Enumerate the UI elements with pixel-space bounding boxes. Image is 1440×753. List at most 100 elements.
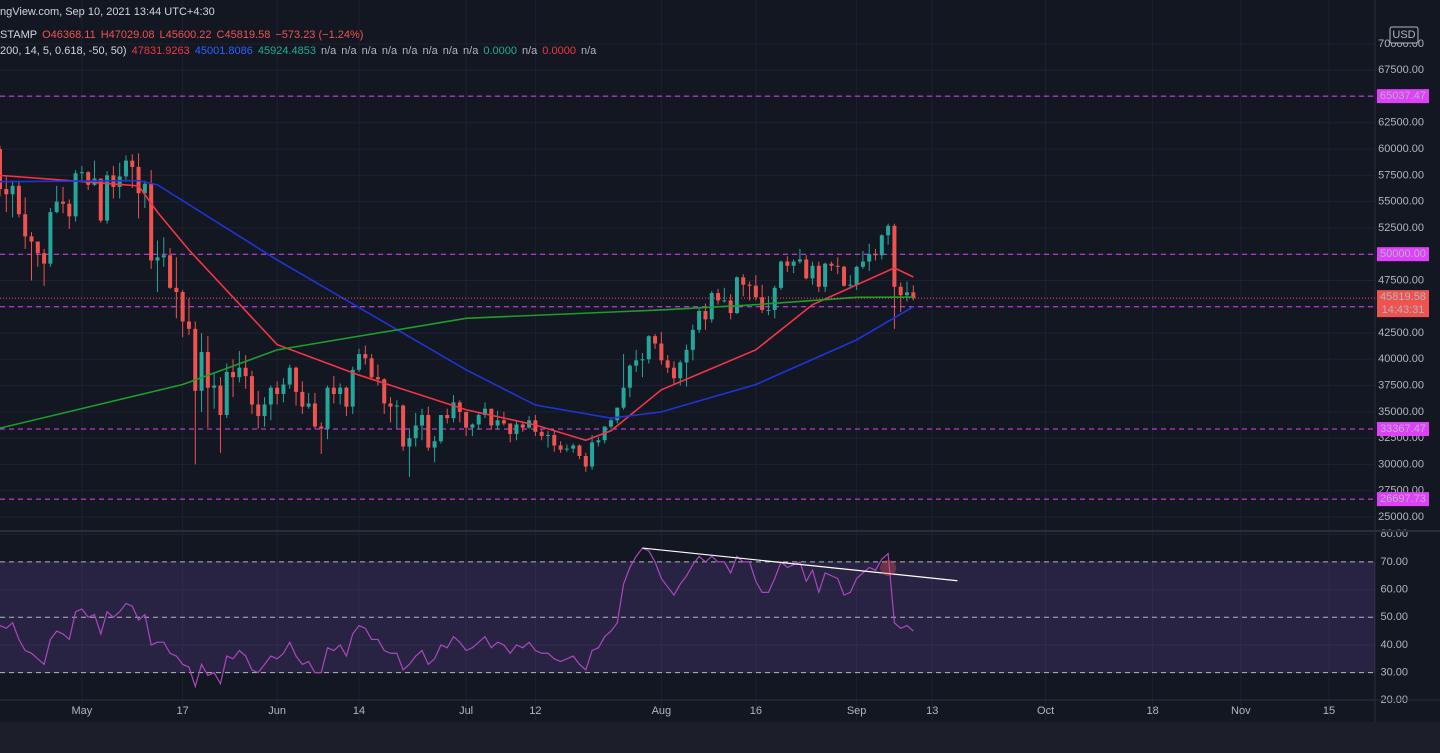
candle-body <box>275 387 280 394</box>
candle-body <box>407 438 412 447</box>
candle-body <box>23 214 28 237</box>
candle-body <box>470 424 475 428</box>
candle-body <box>779 261 784 288</box>
y-tick-label: 52500.00 <box>1378 222 1424 234</box>
level-label: 26697.73 <box>1380 493 1426 505</box>
x-tick-label: 16 <box>750 705 762 717</box>
level-label: 50000.00 <box>1380 248 1426 260</box>
candle-body <box>665 360 670 368</box>
candle-body <box>105 175 110 221</box>
y-tick-label: 35000.00 <box>1378 406 1424 418</box>
candle-body <box>495 420 500 426</box>
ohlc-value: L45600.22 <box>159 29 212 41</box>
candle-body <box>262 404 267 417</box>
title: ngView.com, Sep 10, 2021 13:44 UTC+4:30 <box>0 6 215 18</box>
x-tick-label: 13 <box>926 705 938 717</box>
candle-body <box>659 343 664 361</box>
candle-body <box>646 336 651 360</box>
candle-body <box>168 255 173 288</box>
candle-body <box>842 266 847 286</box>
candle-body <box>231 371 236 378</box>
candle-body <box>16 185 21 215</box>
candle-body <box>520 424 525 428</box>
x-tick-label: 15 <box>1323 705 1335 717</box>
last-price-box <box>1377 290 1429 318</box>
candle-body <box>615 407 620 421</box>
indicator-value: n/a <box>580 45 597 57</box>
candle-body <box>867 254 872 262</box>
trendline <box>642 547 958 582</box>
candle-body <box>860 261 865 267</box>
x-tick-label: Oct <box>1037 705 1054 717</box>
x-tick-label: 14 <box>353 705 365 717</box>
y-tick-label: 57500.00 <box>1378 169 1424 181</box>
candle-body <box>180 292 185 322</box>
candle-body <box>268 387 273 405</box>
candle-body <box>476 415 481 425</box>
candle-body <box>508 423 513 434</box>
candle-body <box>464 411 469 428</box>
y-tick-label: 50.00 <box>1380 611 1408 623</box>
candle-body <box>60 201 65 204</box>
indicator-value: n/a <box>402 45 418 57</box>
candle-body <box>879 235 884 256</box>
last-price-label: 45819.58 <box>1380 291 1426 303</box>
candle-body <box>29 236 34 242</box>
candle-body <box>363 354 368 359</box>
ohlc-value: H47029.08 <box>100 29 155 41</box>
candle-body <box>249 376 254 405</box>
candle-body <box>571 445 576 449</box>
candle-body <box>791 261 796 266</box>
candle-body <box>401 405 406 447</box>
candle-body <box>67 203 72 217</box>
x-tick-label: Jun <box>268 705 286 717</box>
candle-body <box>671 367 676 379</box>
candle-body <box>420 415 425 426</box>
candle-body <box>911 292 916 299</box>
candle-body <box>596 440 601 443</box>
y-tick-label: 62500.00 <box>1378 117 1424 129</box>
indicator-value: n/a <box>361 45 377 57</box>
candle-body <box>797 259 802 262</box>
candle-body <box>634 360 639 366</box>
candle-body <box>451 402 456 419</box>
candle-body <box>149 183 154 261</box>
indicator-value: n/a <box>422 45 438 57</box>
y-tick-label: 67500.00 <box>1378 64 1424 76</box>
candle-body <box>35 241 40 254</box>
candle-body <box>640 359 645 361</box>
candle-body <box>608 420 613 427</box>
candle-body <box>810 265 815 279</box>
indicator-value: n/a <box>341 45 357 57</box>
candle-body <box>79 172 84 174</box>
indicator-value: 45001.8086 <box>194 45 253 57</box>
x-tick-label: 12 <box>529 705 541 717</box>
ohlc-value: C45819.58 <box>216 29 271 41</box>
candle-body <box>892 225 897 287</box>
candle-body <box>514 424 519 434</box>
candle-body <box>4 189 9 195</box>
candle-body <box>829 263 834 266</box>
candle-body <box>898 286 903 296</box>
candle-body <box>627 365 632 388</box>
candle-body <box>772 287 777 310</box>
y-tick-label: 30000.00 <box>1378 458 1424 470</box>
ohlc-value: −573.23 (−1.24%) <box>275 29 364 41</box>
y-tick-label: 80.00 <box>1380 528 1408 540</box>
candle-body <box>583 456 588 467</box>
candle-body <box>306 403 311 407</box>
candle-body <box>174 287 179 293</box>
candle-body <box>684 349 689 363</box>
level-label: 33367.47 <box>1380 423 1426 435</box>
x-tick-label: Aug <box>652 705 672 717</box>
indicator-value: 47831.9263 <box>131 45 190 57</box>
level-label-box <box>1377 89 1429 104</box>
candle-body <box>287 367 292 385</box>
indicator-row: 200, 14, 5, 0.618, -50, 50) 47831.9263 450… <box>0 45 601 57</box>
indicator-value: n/a <box>522 45 538 57</box>
x-tick-label: Jul <box>459 705 473 717</box>
candle-body <box>697 310 702 330</box>
candle-body <box>621 387 626 408</box>
candle-body <box>394 405 399 407</box>
ohlc-value: O46368.11 <box>42 29 96 41</box>
